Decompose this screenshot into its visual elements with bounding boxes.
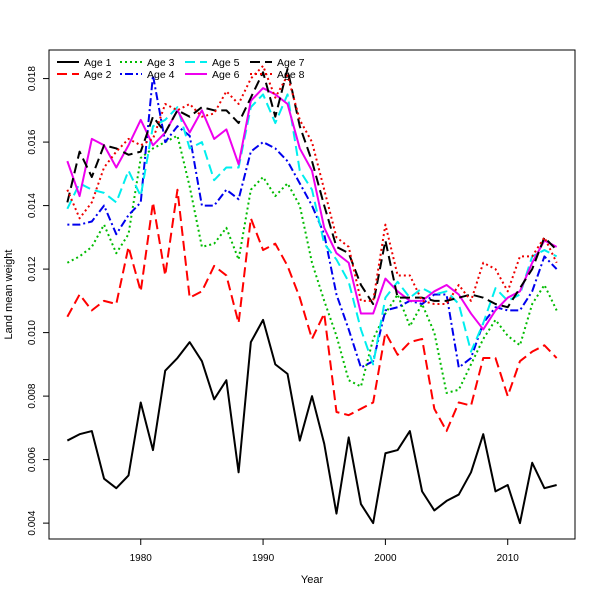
series-line-age-7 bbox=[66, 68, 558, 309]
y-tick-label: 0.010 bbox=[27, 320, 38, 345]
y-tick-label: 0.004 bbox=[27, 510, 38, 535]
series-line-age-1 bbox=[66, 318, 557, 525]
legend-label-age-5: Age 5 bbox=[212, 57, 240, 69]
series-layer bbox=[66, 64, 558, 525]
x-tick-label: 1980 bbox=[130, 553, 153, 564]
y-tick-label: 0.012 bbox=[27, 256, 38, 281]
series-line-age-3 bbox=[66, 134, 558, 394]
legend-label-age-4: Age 4 bbox=[147, 69, 175, 81]
legend-label-age-8: Age 8 bbox=[277, 69, 305, 81]
y-tick-label: 0.018 bbox=[27, 66, 38, 91]
series-line-age-8 bbox=[66, 64, 558, 306]
legend-label-age-6: Age 6 bbox=[212, 69, 240, 81]
y-tick-label: 0.014 bbox=[27, 193, 38, 218]
y-tick-label: 0.006 bbox=[27, 447, 38, 472]
series-line-age-4 bbox=[67, 74, 558, 369]
plot-frame bbox=[48, 49, 576, 540]
x-tick-label: 1990 bbox=[252, 553, 275, 564]
y-tick-label: 0.008 bbox=[27, 383, 38, 408]
series-line-age-6 bbox=[66, 87, 558, 331]
legend-label-age-3: Age 3 bbox=[147, 57, 175, 69]
legend-label-age-7: Age 7 bbox=[277, 57, 305, 69]
x-axis-title: Year bbox=[301, 574, 324, 586]
x-tick-label: 2000 bbox=[374, 553, 397, 564]
series-line-age-5 bbox=[66, 93, 558, 366]
legend-label-age-2: Age 2 bbox=[84, 69, 112, 81]
legend-label-age-1: Age 1 bbox=[84, 57, 112, 69]
y-axis-title: Land mean weight bbox=[3, 250, 15, 340]
y-axis: 0.004 0.006 0.008 0.010 0.012 0.014 0.016 0.018 bbox=[27, 66, 49, 536]
y-tick-label: 0.016 bbox=[27, 129, 38, 154]
series-line-age-2 bbox=[66, 188, 558, 433]
x-axis: 1980 1990 2000 2010 bbox=[130, 539, 520, 564]
x-tick-label: 2010 bbox=[497, 553, 520, 564]
